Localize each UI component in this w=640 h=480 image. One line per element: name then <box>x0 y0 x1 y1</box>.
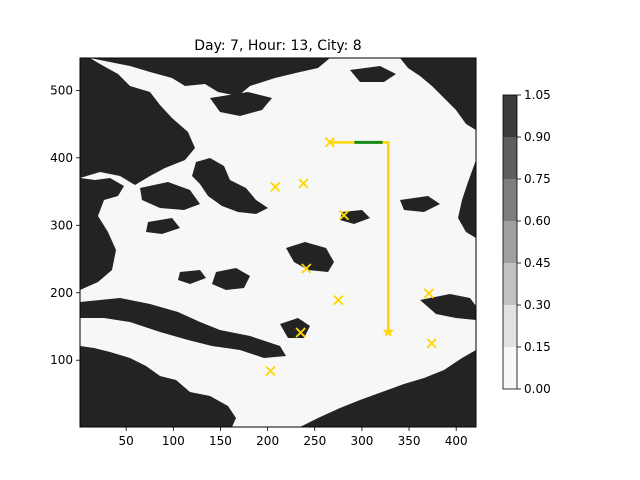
y-tick-label: 400 <box>50 151 73 165</box>
mid-streak-b <box>400 196 440 212</box>
mid-streak-d <box>178 270 206 284</box>
right-edge-cloud <box>458 160 476 238</box>
x-tick-label: 200 <box>256 434 279 448</box>
top-cloud-band <box>90 58 330 96</box>
x-tick-label: 300 <box>350 434 373 448</box>
center-cloud-mass <box>192 158 268 214</box>
colorbar-tick-label: 0.00 <box>524 382 551 396</box>
top-left-cloud-mass <box>80 58 195 185</box>
mid-streak-c <box>340 210 370 224</box>
x-tick-label: 400 <box>445 434 468 448</box>
route-layer <box>329 140 390 332</box>
colorbar-tick-label: 0.45 <box>524 256 551 270</box>
city-marker <box>338 210 350 221</box>
city-marker <box>270 181 281 192</box>
city-marker <box>265 365 276 377</box>
lower-left-band <box>80 298 286 358</box>
colorbar-frame <box>502 94 518 390</box>
x-tick-label: 350 <box>398 434 421 448</box>
city-marker <box>295 327 306 338</box>
city-marker <box>324 137 335 148</box>
colorbar-tick-label: 0.60 <box>524 214 551 228</box>
plot-area <box>80 58 476 427</box>
y-tick-label: 200 <box>50 286 73 300</box>
cloud-mask <box>80 58 476 427</box>
left-cloud-mass <box>80 178 124 290</box>
x-tick-label: 50 <box>119 434 134 448</box>
y-tick-label: 300 <box>50 218 73 232</box>
city-marker <box>333 295 344 306</box>
city-marker <box>423 288 434 299</box>
route-line <box>329 141 390 332</box>
y-tick-label: 500 <box>50 83 73 97</box>
city-marker <box>301 263 312 274</box>
mid-streak-a <box>146 218 180 234</box>
colorbar: 0.00 0.15 0.30 0.45 0.60 0.75 0.90 1.05 <box>502 88 551 396</box>
colorbar-segment <box>503 263 517 305</box>
colorbar-segment <box>503 179 517 221</box>
colorbar-tick-label: 0.90 <box>524 130 551 144</box>
colorbar-tick-label: 0.15 <box>524 340 551 354</box>
x-tick-label: 150 <box>209 434 232 448</box>
colorbar-tick-label: 0.75 <box>524 172 551 186</box>
colorbar-segment <box>503 221 517 263</box>
colorbar-tick-label: 0.30 <box>524 298 551 312</box>
bottom-right-cloud <box>300 350 476 427</box>
bottom-left-cloud <box>80 346 236 427</box>
city-marker <box>298 178 309 189</box>
x-tick-label: 250 <box>303 434 326 448</box>
colorbar-segment <box>503 95 517 137</box>
upper-right-streak <box>350 66 396 82</box>
colorbar-segment <box>503 347 517 389</box>
plot-frame <box>79 57 477 428</box>
upper-middle-streak <box>210 92 272 116</box>
city-marker <box>426 338 437 349</box>
chart-title: Day: 7, Hour: 13, City: 8 <box>194 38 361 54</box>
mid-right-cloud <box>420 294 476 320</box>
center-small-cloud <box>286 242 334 272</box>
top-right-cloud-mass <box>400 58 476 130</box>
mid-center-cloud <box>212 268 250 290</box>
colorbar-segment <box>503 305 517 347</box>
x-tick-label: 100 <box>162 434 185 448</box>
colorbar-tick-label: 1.05 <box>524 88 551 102</box>
y-axis: 100 200 300 400 500 <box>50 83 80 367</box>
x-axis: 50 100 150 200 250 300 350 400 <box>119 427 468 448</box>
colorbar-segment <box>503 137 517 179</box>
mid-left-cloud <box>140 182 200 210</box>
center-bottom-cloud <box>280 318 310 338</box>
cities-layer <box>265 137 437 377</box>
start-city-star <box>382 325 395 337</box>
y-tick-label: 100 <box>50 353 73 367</box>
